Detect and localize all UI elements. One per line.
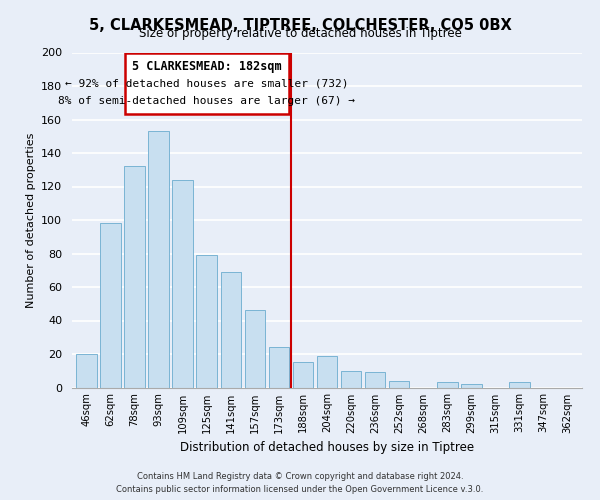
Text: 5 CLARKESMEAD: 182sqm: 5 CLARKESMEAD: 182sqm bbox=[132, 60, 281, 72]
Text: Size of property relative to detached houses in Tiptree: Size of property relative to detached ho… bbox=[139, 28, 461, 40]
Text: 5, CLARKESMEAD, TIPTREE, COLCHESTER, CO5 0BX: 5, CLARKESMEAD, TIPTREE, COLCHESTER, CO5… bbox=[89, 18, 511, 32]
Bar bbox=[196, 255, 217, 388]
Text: Contains HM Land Registry data © Crown copyright and database right 2024.
Contai: Contains HM Land Registry data © Crown c… bbox=[116, 472, 484, 494]
Bar bbox=[293, 362, 313, 388]
Bar bbox=[124, 166, 145, 388]
Bar bbox=[148, 131, 169, 388]
Bar bbox=[437, 382, 458, 388]
Y-axis label: Number of detached properties: Number of detached properties bbox=[26, 132, 35, 308]
Bar bbox=[509, 382, 530, 388]
Bar bbox=[461, 384, 482, 388]
Bar bbox=[76, 354, 97, 388]
Text: ← 92% of detached houses are smaller (732): ← 92% of detached houses are smaller (73… bbox=[65, 78, 349, 88]
Bar bbox=[365, 372, 385, 388]
Bar bbox=[341, 371, 361, 388]
Bar bbox=[100, 224, 121, 388]
Bar bbox=[269, 348, 289, 388]
Bar bbox=[245, 310, 265, 388]
Bar bbox=[221, 272, 241, 388]
Bar bbox=[172, 180, 193, 388]
FancyBboxPatch shape bbox=[125, 52, 289, 114]
Bar bbox=[317, 356, 337, 388]
Text: 8% of semi-detached houses are larger (67) →: 8% of semi-detached houses are larger (6… bbox=[58, 96, 355, 106]
Bar bbox=[389, 381, 409, 388]
X-axis label: Distribution of detached houses by size in Tiptree: Distribution of detached houses by size … bbox=[180, 441, 474, 454]
